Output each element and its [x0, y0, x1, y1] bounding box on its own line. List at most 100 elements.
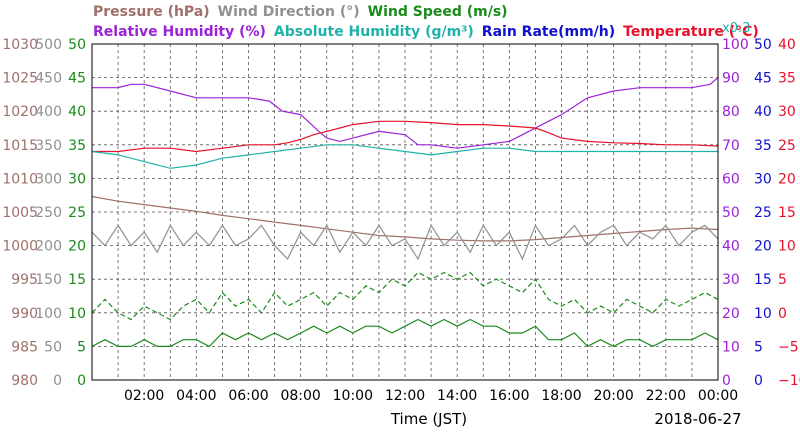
x-tick-label: 10:00 — [333, 388, 373, 404]
y-tick-label-temperature: 30 — [778, 104, 796, 120]
y-tick-label-relative-humidity: 90 — [722, 71, 740, 87]
x-tick-label: 08:00 — [280, 388, 320, 404]
absolute-humidity-scale-note: x0.3 — [722, 21, 750, 36]
x-tick-label: 14:00 — [437, 388, 477, 404]
y-tick-label-wind-speed: 30 — [68, 171, 86, 187]
y-tick-label-relative-humidity: 40 — [722, 239, 740, 255]
x-tick-label: 04:00 — [176, 388, 216, 404]
y-tick-label-wind-direction: 150 — [35, 272, 62, 288]
y-tick-label-wind-direction: 450 — [35, 71, 62, 87]
y-tick-label-temperature: −5 — [778, 339, 799, 355]
y-tick-label-wind-direction: 250 — [35, 205, 62, 221]
y-tick-label-rain-rate: 25 — [754, 205, 772, 221]
y-tick-label-wind-speed: 40 — [68, 104, 86, 120]
y-tick-label-wind-direction: 350 — [35, 138, 62, 154]
y-tick-label-pressure: 985 — [11, 339, 38, 355]
series-line-relative-humidity — [92, 77, 719, 149]
y-tick-label-wind-speed: 50 — [68, 37, 86, 53]
y-tick-label-temperature: 25 — [778, 138, 796, 154]
y-tick-label-rain-rate: 15 — [754, 272, 772, 288]
y-tick-label-relative-humidity: 70 — [722, 138, 740, 154]
y-tick-label-temperature: 40 — [778, 37, 796, 53]
y-tick-label-relative-humidity: 50 — [722, 205, 740, 221]
y-tick-label-pressure: 1000 — [2, 239, 38, 255]
y-tick-label-pressure: 1015 — [2, 138, 38, 154]
title-segment: Wind Direction (°) — [218, 4, 360, 20]
x-tick-label: 20:00 — [593, 388, 633, 404]
y-tick-label-temperature: 10 — [778, 239, 796, 255]
y-tick-label-wind-speed: 0 — [77, 373, 86, 389]
title-segment: Temperature (°C) — [623, 24, 759, 40]
x-tick-label: 00:00 — [698, 388, 738, 404]
y-tick-label-relative-humidity: 80 — [722, 104, 740, 120]
y-tick-label-wind-speed: 15 — [68, 272, 86, 288]
y-tick-label-wind-speed: 5 — [77, 339, 86, 355]
y-tick-label-pressure: 980 — [11, 373, 38, 389]
x-tick-label: 22:00 — [646, 388, 686, 404]
y-tick-label-wind-speed: 25 — [68, 205, 86, 221]
y-tick-label-temperature: −10 — [778, 373, 800, 389]
x-tick-label: 16:00 — [489, 388, 529, 404]
x-axis-ticks: 02:00 04:00 06:00 08:00 10:00 12:00 14:00 16:00… — [124, 388, 738, 404]
y-tick-label-rain-rate: 5 — [754, 339, 763, 355]
y-tick-label-temperature: 35 — [778, 71, 796, 87]
y-tick-label-pressure: 1030 — [2, 37, 38, 53]
left-axes: 1030102510201015101010051000995990985980… — [2, 37, 86, 389]
y-tick-label-wind-direction: 200 — [35, 239, 62, 255]
x-tick-label: 02:00 — [124, 388, 164, 404]
y-tick-label-rain-rate: 35 — [754, 138, 772, 154]
y-tick-label-pressure: 995 — [11, 272, 38, 288]
y-tick-label-relative-humidity: 60 — [722, 171, 740, 187]
title-segment: Relative Humidity (%) — [93, 24, 266, 40]
y-tick-label-rain-rate: 10 — [754, 306, 772, 322]
right-axes: 1009080706050403020100504540353025201510… — [722, 37, 800, 389]
y-tick-label-temperature: 5 — [778, 272, 787, 288]
x-axis-label: Time (JST) — [390, 410, 467, 428]
series-line-temperature — [92, 120, 719, 153]
y-tick-label-wind-speed: 10 — [68, 306, 86, 322]
title-segment: Pressure (hPa) — [93, 4, 210, 20]
y-tick-label-relative-humidity: 20 — [722, 306, 740, 322]
y-tick-label-rain-rate: 50 — [754, 37, 772, 53]
y-tick-label-relative-humidity: 30 — [722, 272, 740, 288]
y-tick-label-wind-direction: 100 — [35, 306, 62, 322]
y-tick-label-rain-rate: 40 — [754, 104, 772, 120]
y-tick-label-pressure: 990 — [11, 306, 38, 322]
y-tick-label-temperature: 20 — [778, 171, 796, 187]
x-tick-label: 12:00 — [385, 388, 425, 404]
y-tick-label-relative-humidity: 0 — [722, 373, 731, 389]
series-line-wind-direction — [91, 224, 719, 261]
y-tick-label-wind-direction: 50 — [44, 339, 62, 355]
series-line-wind-speed — [91, 318, 719, 348]
title-segment: Wind Speed (m/s) — [368, 4, 508, 20]
y-tick-label-wind-direction: 400 — [35, 104, 62, 120]
series-line-absolute-humidity — [91, 144, 718, 169]
series-layer — [91, 77, 719, 348]
grid — [92, 44, 718, 380]
y-tick-label-temperature: 0 — [778, 306, 787, 322]
y-tick-label-pressure: 1005 — [2, 205, 38, 221]
y-tick-label-wind-speed: 45 — [68, 71, 86, 87]
y-tick-label-pressure: 1010 — [2, 171, 38, 187]
title-segment: Absolute Humidity (g/m³) — [274, 24, 474, 40]
date-label: 2018-06-27 — [654, 410, 741, 428]
title-row-2: Relative Humidity (%) Absolute Humidity (… — [93, 24, 759, 40]
y-tick-label-rain-rate: 30 — [754, 171, 772, 187]
y-tick-label-wind-direction: 500 — [35, 37, 62, 53]
x-tick-label: 18:00 — [541, 388, 581, 404]
y-tick-label-rain-rate: 20 — [754, 239, 772, 255]
plot-frame — [91, 43, 719, 381]
y-tick-label-pressure: 1020 — [2, 104, 38, 120]
series-line-pressure — [91, 195, 719, 242]
y-tick-label-relative-humidity: 100 — [722, 37, 749, 53]
y-tick-label-rain-rate: 0 — [754, 373, 763, 389]
y-tick-label-pressure: 1025 — [2, 71, 38, 87]
y-tick-label-wind-speed: 20 — [68, 239, 86, 255]
y-tick-label-wind-direction: 0 — [53, 373, 62, 389]
title-row-1: Pressure (hPa) Wind Direction (°) Wind Spe… — [93, 4, 508, 20]
series-line-wind-speed-gust — [91, 271, 719, 321]
title-segment: Rain Rate(mm/h) — [482, 24, 615, 40]
y-tick-label-temperature: 15 — [778, 205, 796, 221]
y-tick-label-relative-humidity: 10 — [722, 339, 740, 355]
